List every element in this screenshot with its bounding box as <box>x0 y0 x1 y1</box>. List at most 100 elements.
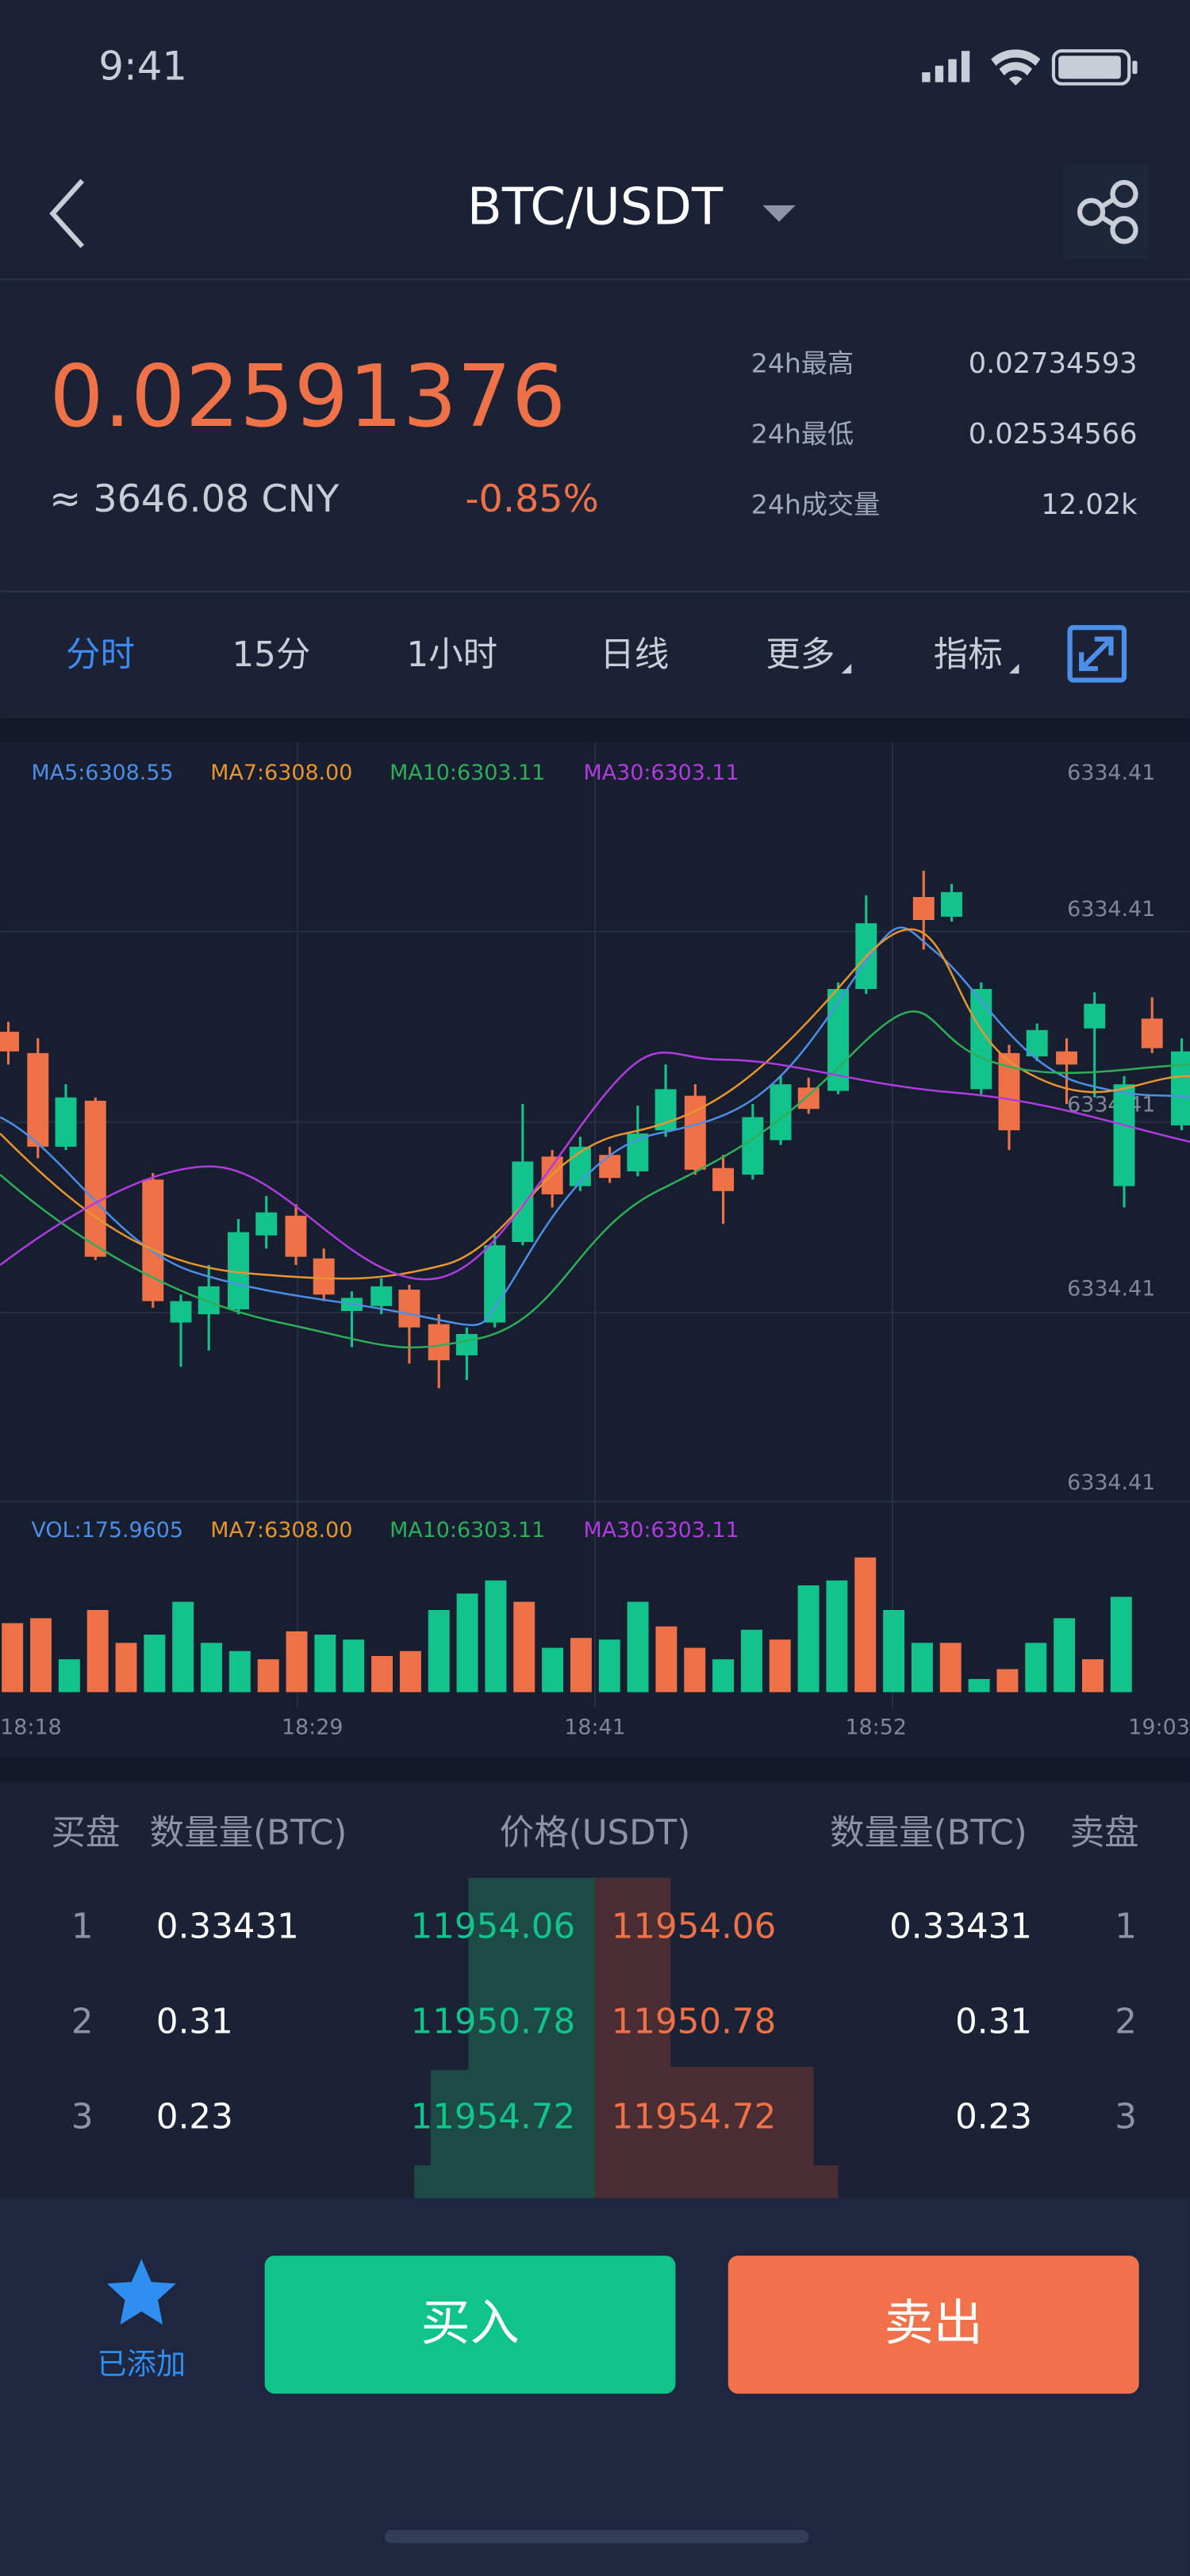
ma-legend: MA10:6303.11 <box>390 761 545 785</box>
tab[interactable]: 日线 <box>600 635 669 675</box>
stat-value: 12.02k <box>1041 489 1138 521</box>
ask-price: 11950.78 <box>612 2003 777 2042</box>
volume-bar <box>371 1656 393 1692</box>
ask-amount: 0.33431 <box>889 1907 1032 1946</box>
volume-bar <box>172 1601 194 1692</box>
candle-body <box>285 1215 307 1257</box>
volume-bar <box>513 1601 536 1692</box>
ask-depth <box>595 1877 839 2202</box>
ma-legend: MA30:6303.11 <box>584 761 739 785</box>
volume-bar <box>30 1618 52 1692</box>
candle-body <box>398 1290 420 1328</box>
band <box>0 718 1190 743</box>
ma-line <box>0 928 1190 1280</box>
volume-bar <box>144 1635 166 1692</box>
candle-body <box>797 1087 820 1110</box>
vol-legend: MA30:6303.11 <box>584 1518 739 1543</box>
stat-label: 24h最低 <box>751 418 854 449</box>
volume-bar <box>1081 1659 1104 1692</box>
candle-body <box>142 1179 164 1301</box>
ask-index: 3 <box>1115 2098 1137 2137</box>
candle-body <box>1113 1084 1135 1186</box>
vol-legend: MA10:6303.11 <box>390 1518 545 1543</box>
status-time: 9:41 <box>98 44 187 90</box>
ma-line <box>0 926 1190 1326</box>
cny-price: ≈ 3646.08 CNY <box>49 477 340 521</box>
volume-bar <box>655 1626 678 1692</box>
price-axis-label: 6334.41 <box>1067 1470 1155 1495</box>
sell-button[interactable] <box>727 2256 1139 2394</box>
tab[interactable]: 分时 <box>66 635 135 675</box>
interval-tabs: 分时 15分 1小时 日线 更多 指标 <box>66 635 1019 675</box>
candle-body <box>512 1161 534 1242</box>
tab[interactable]: 更多 <box>766 635 835 675</box>
candle-body <box>599 1155 621 1179</box>
candle-body <box>912 897 935 920</box>
price-axis-label: 6334.41 <box>1067 897 1155 922</box>
volume-bar <box>712 1659 735 1692</box>
volume-bar <box>257 1659 279 1692</box>
candle-body <box>170 1301 192 1323</box>
pair-dropdown[interactable] <box>762 205 796 222</box>
volume-bar <box>911 1643 933 1692</box>
buy-label[interactable]: 买入 <box>420 2294 519 2352</box>
time-axis-label: 18:52 <box>845 1715 907 1740</box>
candle-body <box>198 1286 220 1315</box>
volume-bar <box>485 1580 507 1692</box>
time-axis-label: 19:03 <box>1128 1715 1190 1740</box>
volume-bar <box>598 1639 620 1692</box>
bid-index: 1 <box>71 1907 94 1946</box>
volume-bar <box>684 1647 706 1692</box>
ma-line <box>0 1010 1190 1349</box>
candle-body <box>313 1258 335 1295</box>
volume-bar <box>86 1610 109 1692</box>
candle-body <box>370 1286 393 1306</box>
fullscreen-button[interactable] <box>1067 625 1127 683</box>
bid-depth <box>414 1877 595 2202</box>
ask-amount: 0.23 <box>955 2098 1032 2137</box>
favorite-label[interactable]: 已添加 <box>97 2346 186 2381</box>
pair-title[interactable]: BTC/USDT <box>467 178 724 237</box>
ask-price: 11954.72 <box>612 2098 777 2137</box>
volume-bar <box>968 1679 990 1692</box>
candle-body <box>84 1100 106 1257</box>
volume-bar <box>1110 1597 1132 1692</box>
candle-body <box>712 1167 735 1191</box>
candle-body <box>742 1117 764 1175</box>
back-button[interactable] <box>49 178 85 248</box>
volume-bar <box>201 1643 222 1692</box>
volume-bar <box>343 1639 365 1692</box>
bid-index: 2 <box>71 2003 94 2042</box>
volume-bar <box>1054 1618 1076 1692</box>
price-axis-label: 6334.41 <box>1067 1277 1155 1301</box>
bid-amount: 0.33431 <box>156 1907 299 1946</box>
sell-label[interactable]: 卖出 <box>885 2294 983 2352</box>
status-icons <box>922 49 1138 86</box>
volume-bar <box>314 1635 336 1692</box>
volume-bar <box>399 1650 421 1692</box>
bid-price: 11954.06 <box>411 1907 576 1946</box>
tab[interactable]: 1小时 <box>406 635 497 675</box>
candle-body <box>484 1245 506 1323</box>
volume-bar <box>286 1631 308 1692</box>
volume-bar <box>570 1638 592 1692</box>
book-header: 数量量(BTC) <box>830 1813 1027 1853</box>
favorite-star[interactable] <box>106 2259 176 2325</box>
volume-bar <box>428 1610 450 1692</box>
candle-body <box>455 1334 478 1355</box>
candle-body <box>1026 1029 1048 1056</box>
book-header: 数量量(BTC) <box>150 1813 347 1853</box>
book-header: 卖盘 <box>1070 1813 1139 1853</box>
tab[interactable]: 指标 <box>934 635 1003 675</box>
change-percent: -0.85% <box>465 477 598 521</box>
volume-bar <box>1025 1643 1047 1692</box>
volume-bar <box>456 1593 478 1692</box>
candle-body <box>1056 1051 1077 1065</box>
tab[interactable]: 15分 <box>232 635 310 675</box>
ask-index: 2 <box>1115 2003 1137 2042</box>
share-button[interactable] <box>1063 164 1150 260</box>
buy-button[interactable] <box>264 2256 676 2394</box>
